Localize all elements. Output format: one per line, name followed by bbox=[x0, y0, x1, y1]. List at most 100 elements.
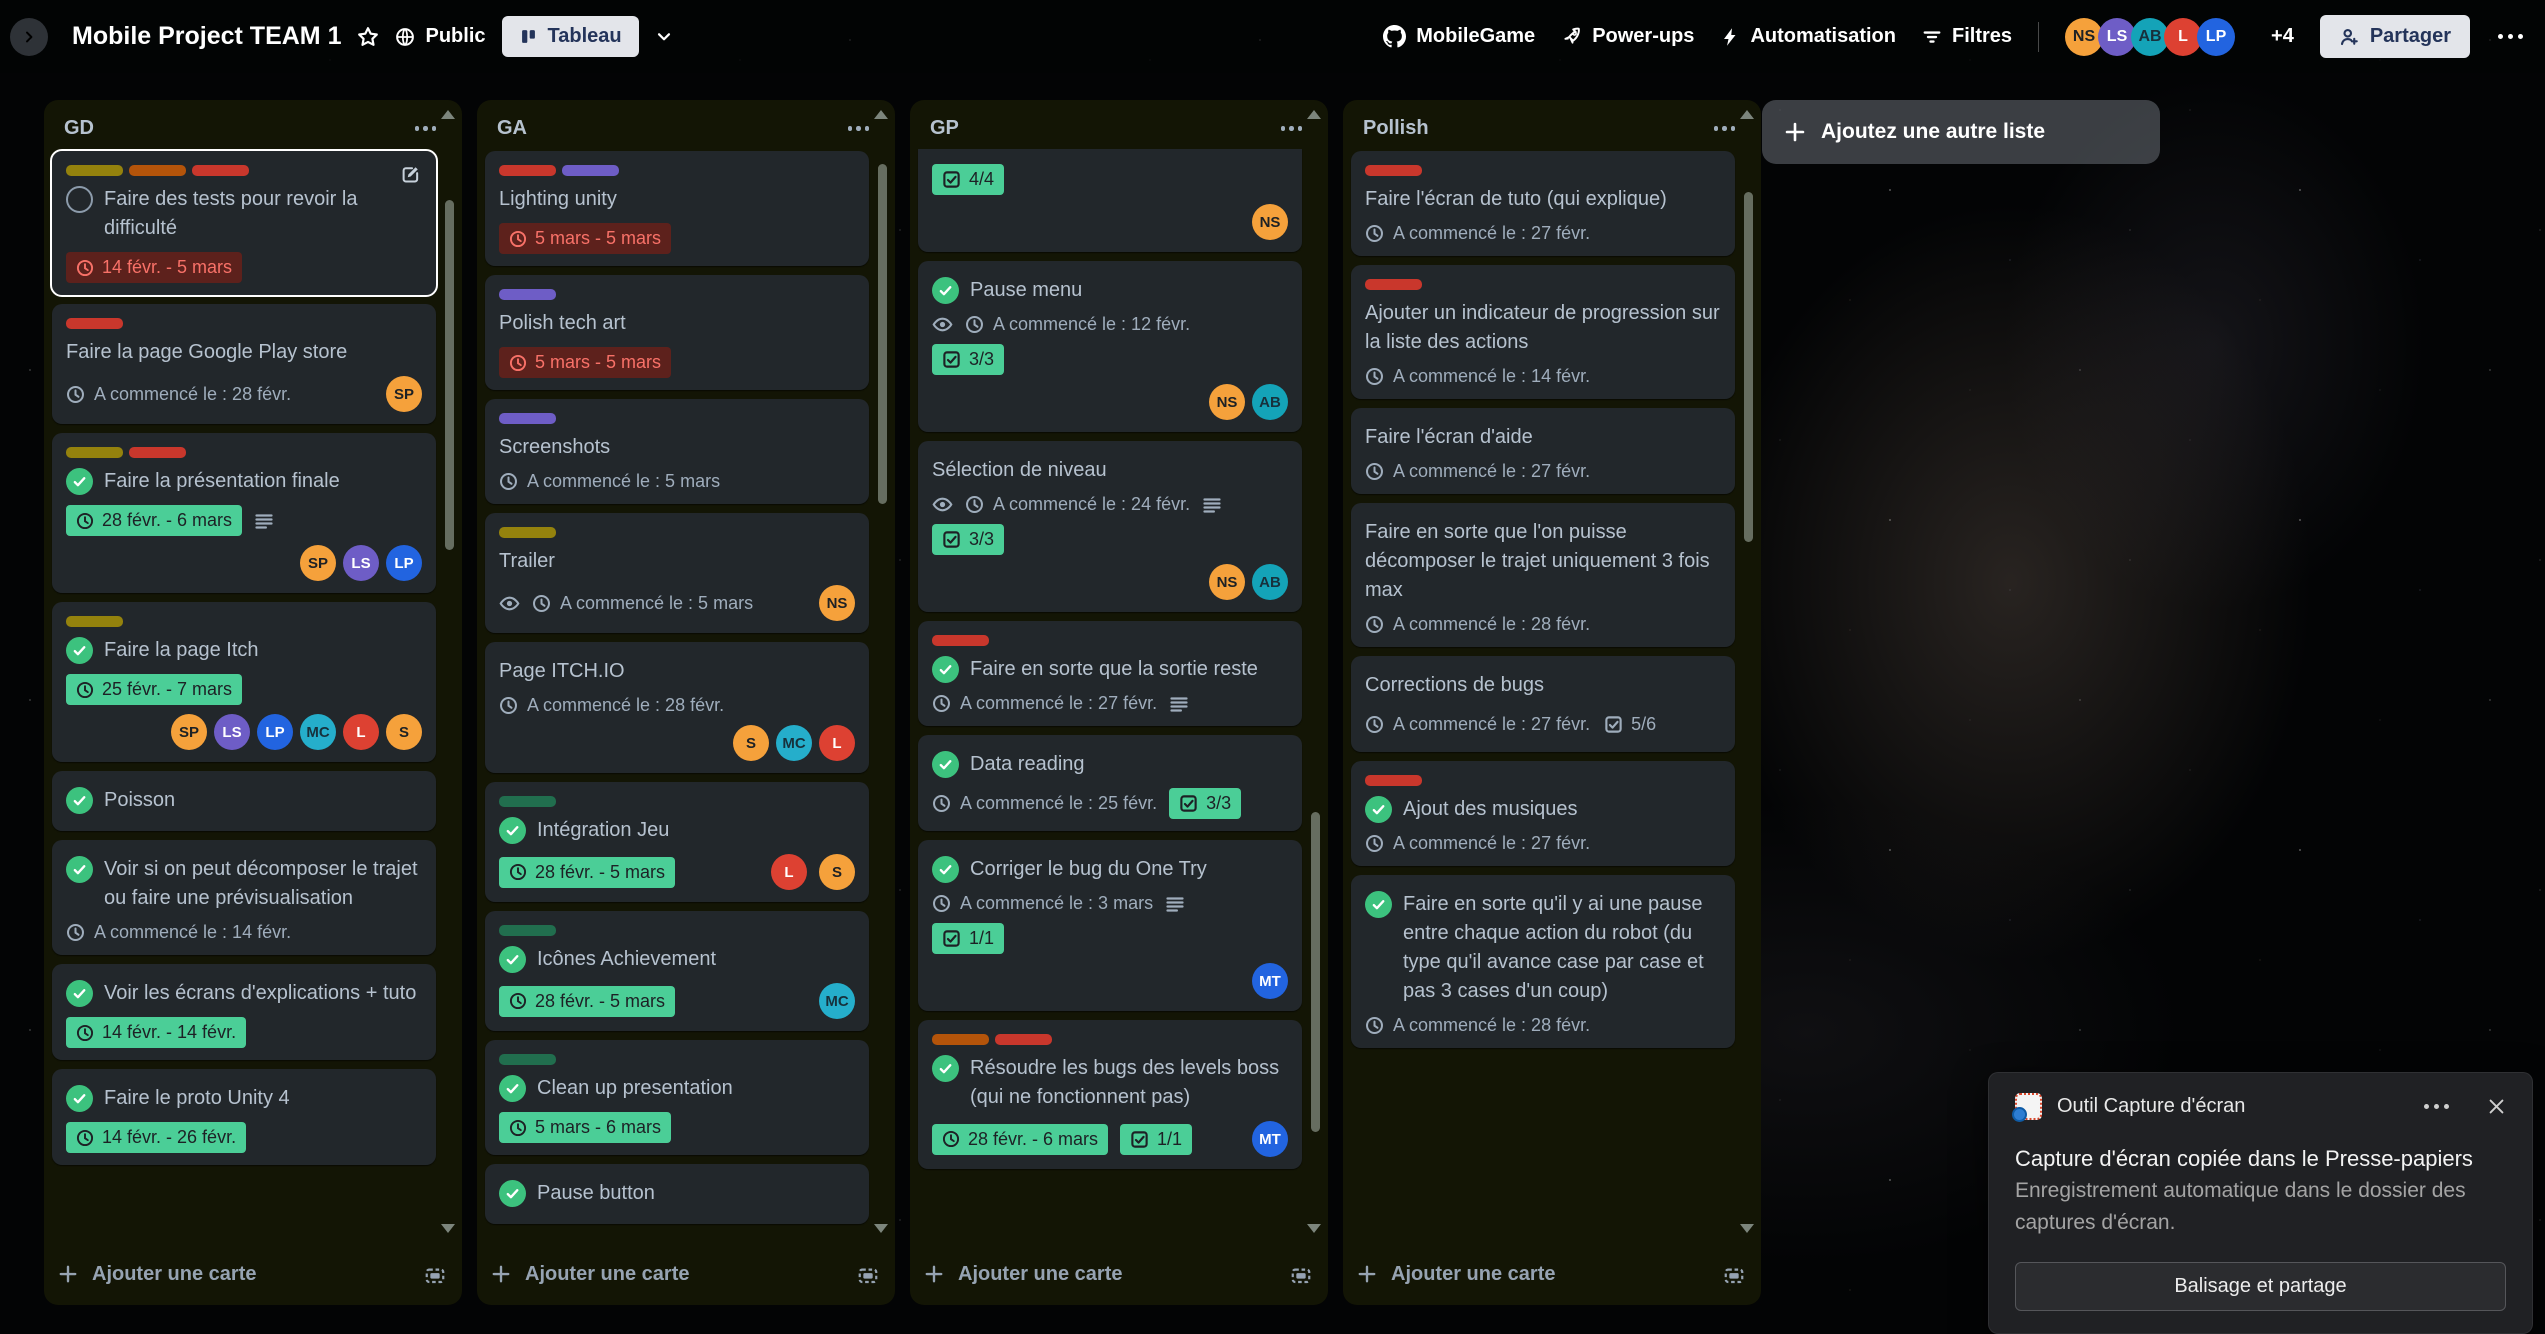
label-chip[interactable] bbox=[932, 1034, 989, 1045]
card[interactable]: Sélection de niveau A commencé le : 24 f… bbox=[918, 441, 1302, 612]
completed-check-icon[interactable] bbox=[499, 1180, 526, 1207]
star-board-button[interactable] bbox=[357, 26, 379, 48]
avatar[interactable]: NS bbox=[1209, 564, 1245, 600]
list-menu-button[interactable] bbox=[1708, 120, 1742, 137]
scrollbar-thumb[interactable] bbox=[445, 200, 454, 550]
avatar[interactable]: MC bbox=[776, 725, 812, 761]
automation-button[interactable]: Automatisation bbox=[1720, 25, 1896, 48]
scrollbar-down-arrow[interactable] bbox=[1740, 1224, 1754, 1233]
filters-button[interactable]: Filtres bbox=[1922, 25, 2012, 48]
scrollbar-down-arrow[interactable] bbox=[1307, 1224, 1321, 1233]
scrollbar-thumb[interactable] bbox=[1744, 192, 1753, 542]
create-from-template-icon[interactable] bbox=[424, 1263, 446, 1285]
label-chip[interactable] bbox=[192, 165, 249, 176]
avatar[interactable]: L bbox=[771, 854, 807, 890]
card[interactable]: Voir si on peut décomposer le trajet ou … bbox=[52, 840, 436, 955]
avatar[interactable]: LP bbox=[386, 545, 422, 581]
card[interactable]: Screenshots A commencé le : 5 mars bbox=[485, 399, 869, 504]
completed-check-icon[interactable] bbox=[499, 1075, 526, 1102]
label-chip[interactable] bbox=[562, 165, 619, 176]
label-chip[interactable] bbox=[129, 447, 186, 458]
completed-check-icon[interactable] bbox=[932, 856, 959, 883]
visibility-button[interactable]: Public bbox=[395, 25, 485, 48]
avatar[interactable]: NS bbox=[1209, 384, 1245, 420]
toast-menu-button[interactable] bbox=[2422, 1096, 2451, 1117]
scrollbar-thumb[interactable] bbox=[1311, 812, 1320, 1132]
completed-check-icon[interactable] bbox=[932, 1055, 959, 1082]
scrollbar-up-arrow[interactable] bbox=[441, 110, 455, 119]
avatar[interactable]: S bbox=[386, 714, 422, 750]
view-switcher-button[interactable]: Tableau bbox=[502, 16, 639, 57]
avatar[interactable]: MC bbox=[300, 714, 336, 750]
avatar[interactable]: S bbox=[733, 725, 769, 761]
label-chip[interactable] bbox=[499, 796, 556, 807]
label-chip[interactable] bbox=[66, 447, 123, 458]
label-chip[interactable] bbox=[129, 165, 186, 176]
create-from-template-icon[interactable] bbox=[1723, 1263, 1745, 1285]
avatar[interactable]: MT bbox=[1252, 1121, 1288, 1157]
label-chip[interactable] bbox=[499, 413, 556, 424]
label-chip[interactable] bbox=[66, 165, 123, 176]
avatar[interactable]: NS bbox=[819, 585, 855, 621]
completed-check-icon[interactable] bbox=[66, 856, 93, 883]
add-card-button[interactable]: Ajouter une carte bbox=[44, 1243, 462, 1305]
avatar[interactable]: SP bbox=[386, 376, 422, 412]
label-chip[interactable] bbox=[499, 925, 556, 936]
create-from-template-icon[interactable] bbox=[857, 1263, 879, 1285]
scrollbar-down-arrow[interactable] bbox=[874, 1224, 888, 1233]
avatar[interactable]: LP bbox=[257, 714, 293, 750]
card[interactable]: Faire en sorte que l'on puisse décompose… bbox=[1351, 503, 1735, 647]
completed-check-icon[interactable] bbox=[66, 1085, 93, 1112]
card[interactable]: Résoudre les bugs des levels boss (qui n… bbox=[918, 1020, 1302, 1169]
card[interactable]: Pause button bbox=[485, 1164, 869, 1224]
board-menu-button[interactable] bbox=[2496, 28, 2525, 45]
completed-check-icon[interactable] bbox=[932, 751, 959, 778]
edit-card-button[interactable] bbox=[397, 161, 424, 188]
scrollbar-down-arrow[interactable] bbox=[441, 1224, 455, 1233]
card[interactable]: 4/4 NS bbox=[918, 149, 1302, 252]
scrollbar-up-arrow[interactable] bbox=[1307, 110, 1321, 119]
label-chip[interactable] bbox=[66, 616, 123, 627]
completed-check-icon[interactable] bbox=[1365, 891, 1392, 918]
share-button[interactable]: Partager bbox=[2320, 15, 2470, 58]
github-repo-button[interactable]: MobileGame bbox=[1383, 25, 1535, 48]
card[interactable]: Ajouter un indicateur de progression sur… bbox=[1351, 265, 1735, 399]
card[interactable]: Corrections de bugs A commencé le : 27 f… bbox=[1351, 656, 1735, 752]
view-dropdown-button[interactable] bbox=[655, 28, 673, 46]
markup-share-button[interactable]: Balisage et partage bbox=[2015, 1262, 2506, 1311]
label-chip[interactable] bbox=[995, 1034, 1052, 1045]
label-chip[interactable] bbox=[932, 635, 989, 646]
completed-check-icon[interactable] bbox=[66, 787, 93, 814]
completed-check-icon[interactable] bbox=[66, 468, 93, 495]
label-chip[interactable] bbox=[1365, 279, 1422, 290]
card[interactable]: Corriger le bug du One Try A commencé le… bbox=[918, 840, 1302, 1011]
list-menu-button[interactable] bbox=[842, 120, 876, 137]
card[interactable]: Faire des tests pour revoir la difficult… bbox=[52, 151, 436, 295]
label-chip[interactable] bbox=[1365, 165, 1422, 176]
add-card-button[interactable]: Ajouter une carte bbox=[477, 1243, 895, 1305]
powerups-button[interactable]: Power-ups bbox=[1561, 25, 1694, 48]
card[interactable]: Data reading A commencé le : 25 févr.3/3 bbox=[918, 735, 1302, 831]
card[interactable]: Faire le proto Unity 4 14 févr. - 26 fév… bbox=[52, 1069, 436, 1165]
avatar[interactable]: SP bbox=[300, 545, 336, 581]
avatar[interactable]: L bbox=[819, 725, 855, 761]
label-chip[interactable] bbox=[499, 527, 556, 538]
avatar[interactable]: NS bbox=[1252, 204, 1288, 240]
avatar[interactable]: MT bbox=[1252, 963, 1288, 999]
label-chip[interactable] bbox=[499, 289, 556, 300]
card[interactable]: Faire l'écran de tuto (qui explique) A c… bbox=[1351, 151, 1735, 256]
avatar[interactable]: SP bbox=[171, 714, 207, 750]
card[interactable]: Voir les écrans d'explications + tuto 14… bbox=[52, 964, 436, 1060]
create-from-template-icon[interactable] bbox=[1290, 1263, 1312, 1285]
card[interactable]: Lighting unity 5 mars - 5 mars bbox=[485, 151, 869, 266]
card[interactable]: Clean up presentation 5 mars - 6 mars bbox=[485, 1040, 869, 1155]
label-chip[interactable] bbox=[499, 165, 556, 176]
expand-sidebar-button[interactable] bbox=[10, 18, 48, 56]
completed-check-icon[interactable] bbox=[66, 637, 93, 664]
scrollbar-thumb[interactable] bbox=[878, 164, 887, 504]
mark-complete-circle[interactable] bbox=[66, 186, 93, 213]
card[interactable]: Faire l'écran d'aide A commencé le : 27 … bbox=[1351, 408, 1735, 494]
